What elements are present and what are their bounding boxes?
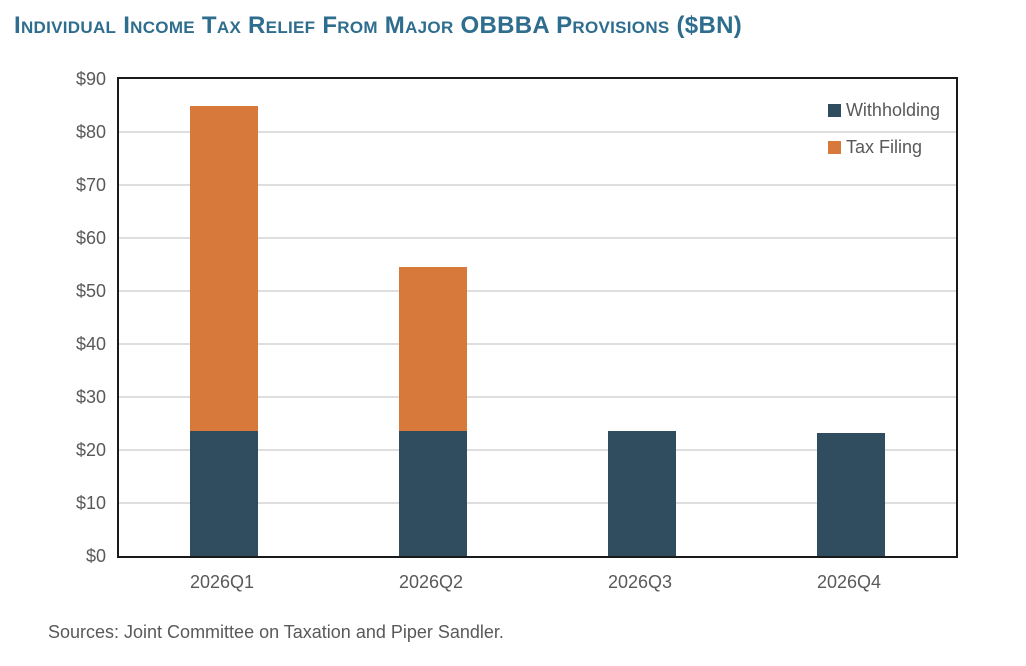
gridline-10 xyxy=(119,502,956,504)
gridline-30 xyxy=(119,396,956,398)
gridline-60 xyxy=(119,237,956,239)
gridline-70 xyxy=(119,184,956,186)
bar-segment-withholding-2026q3 xyxy=(608,431,676,556)
y-tick-label-10: $10 xyxy=(75,493,106,513)
gridline-50 xyxy=(119,290,956,292)
y-tick-label-80: $80 xyxy=(75,122,106,142)
legend-item-withholding: Withholding xyxy=(827,97,940,123)
legend-label-withholding: Withholding xyxy=(845,99,940,120)
gridline-20 xyxy=(119,449,956,451)
x-category-label-2026q1: 2026Q1 xyxy=(189,572,255,592)
y-tick-label-90: $90 xyxy=(75,69,106,89)
withholding-swatch-icon xyxy=(827,103,841,117)
legend: Withholding Tax Filing xyxy=(827,97,940,171)
legend-item-tax-filing: Tax Filing xyxy=(827,134,940,160)
source-note: Sources: Joint Committee on Taxation and… xyxy=(48,622,504,642)
legend-label-tax-filing: Tax Filing xyxy=(845,136,922,157)
y-tick-label-40: $40 xyxy=(75,334,106,354)
bar-segment-withholding-2026q4 xyxy=(817,433,885,556)
tax-filing-swatch-icon xyxy=(827,140,841,154)
x-category-label-2026q3: 2026Q3 xyxy=(607,572,673,592)
y-tick-label-20: $20 xyxy=(75,440,106,460)
y-tick-label-60: $60 xyxy=(75,228,106,248)
y-tick-label-30: $30 xyxy=(75,387,106,407)
bar-segment-withholding-2026q2 xyxy=(399,431,467,556)
x-category-label-2026q2: 2026Q2 xyxy=(398,572,464,592)
y-tick-label-70: $70 xyxy=(75,175,106,195)
chart-title: Individual Income Tax Relief From Major … xyxy=(14,12,743,39)
bar-segment-withholding-2026q1 xyxy=(190,431,258,556)
x-category-label-2026q4: 2026Q4 xyxy=(816,572,882,592)
y-tick-label-0: $0 xyxy=(85,546,106,566)
bar-segment-tax-filing-2026q2 xyxy=(399,267,467,431)
plot-area: Withholding Tax Filing xyxy=(117,77,958,558)
gridline-80 xyxy=(119,131,956,133)
gridline-40 xyxy=(119,343,956,345)
bar-segment-tax-filing-2026q1 xyxy=(190,106,258,431)
y-tick-label-50: $50 xyxy=(75,281,106,301)
